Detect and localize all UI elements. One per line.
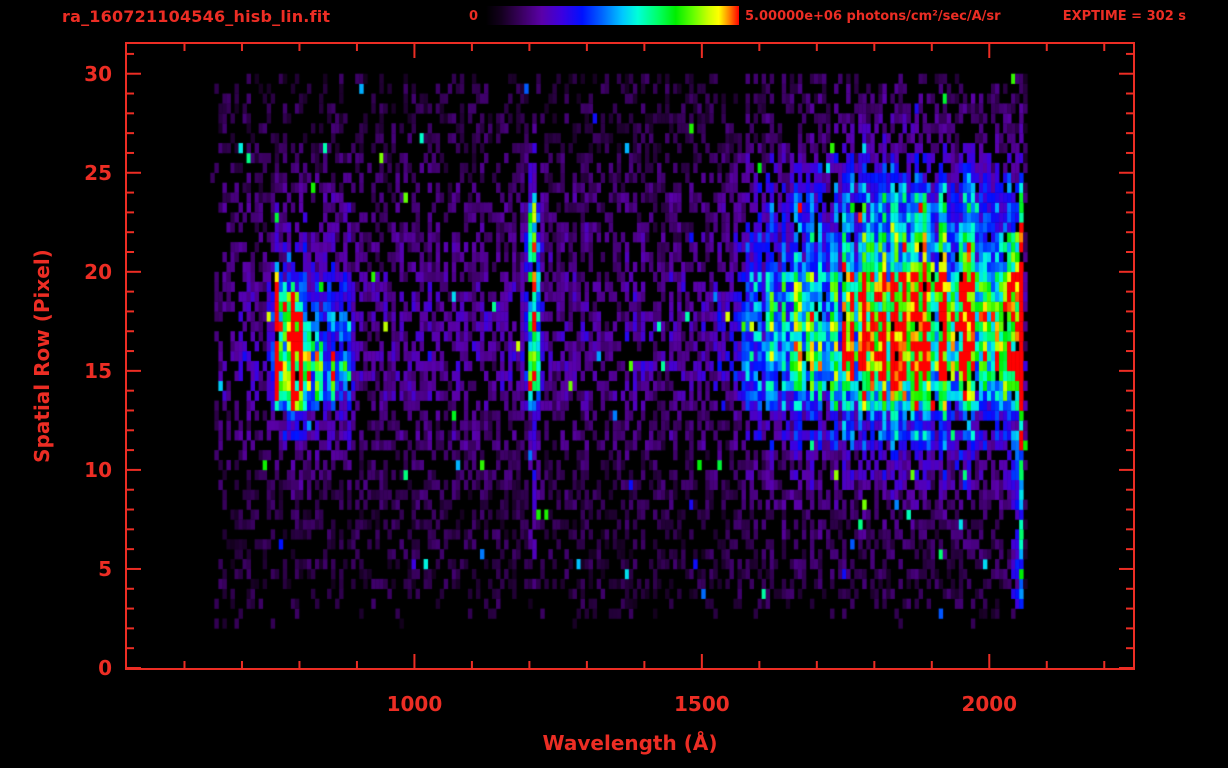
y-tick-label: 15 <box>84 358 112 383</box>
y-tick-label: 25 <box>84 160 112 185</box>
y-axis-title: Spatial Row (Pixel) <box>30 249 54 463</box>
y-tick-label: 30 <box>84 61 112 86</box>
spectrogram-image <box>127 44 1133 668</box>
filename-label: ra_160721104546_hisb_lin.fit <box>62 7 331 26</box>
axis-ticks <box>127 44 1133 668</box>
y-tick-label: 10 <box>84 457 112 482</box>
colorbar-max-label: 5.00000e+06 photons/cm²/sec/A/sr <box>745 9 1001 24</box>
colorbar-min-label: 0 <box>468 9 478 24</box>
colorbar-gradient <box>486 6 739 25</box>
y-tick-label: 20 <box>84 259 112 284</box>
plot-frame <box>125 42 1135 670</box>
exptime-label: EXPTIME = 302 s <box>1062 9 1186 24</box>
x-tick-label: 1000 <box>386 692 443 716</box>
y-tick-label: 0 <box>98 656 112 680</box>
y-tick-label: 5 <box>98 556 112 581</box>
x-axis-title: Wavelength (Å) <box>542 731 718 755</box>
x-tick-label: 1500 <box>674 692 730 716</box>
x-tick-label: 2000 <box>961 692 1018 716</box>
